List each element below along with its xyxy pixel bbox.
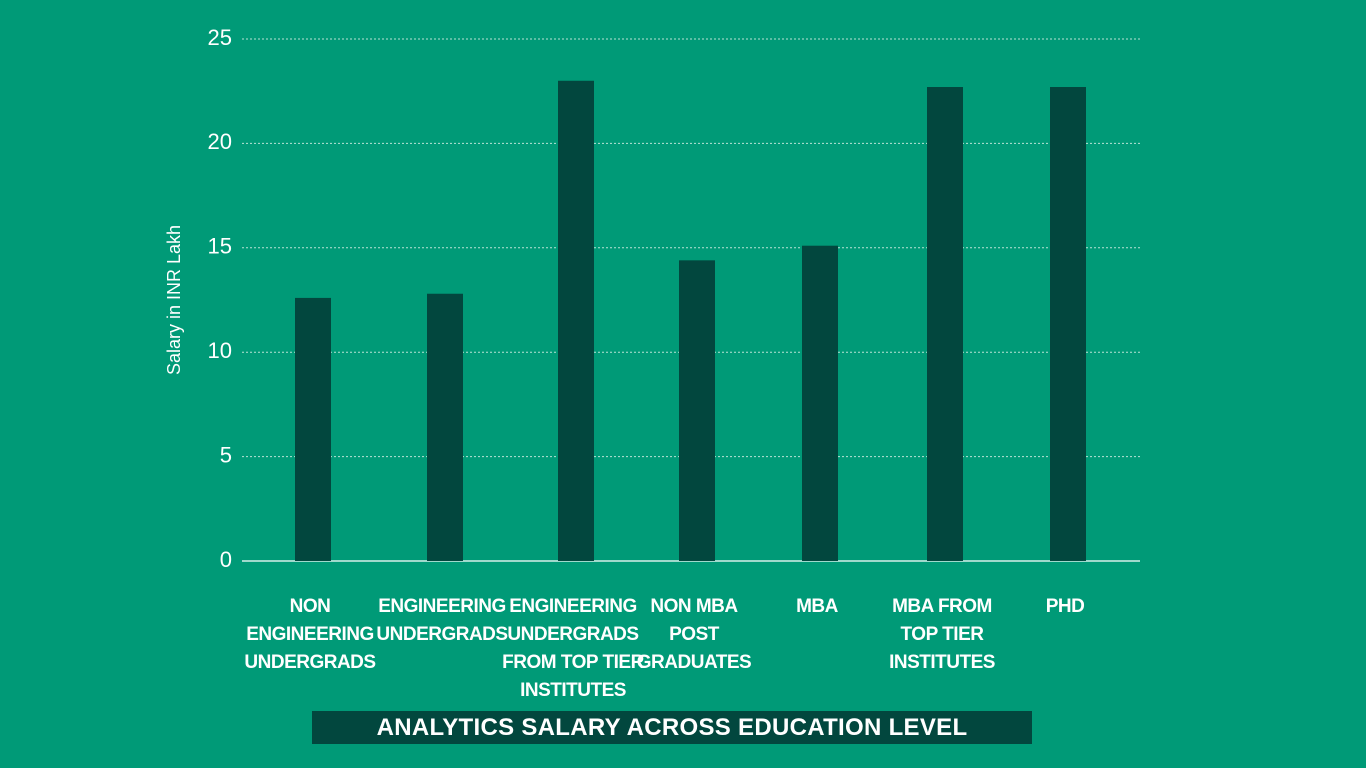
- bars: [295, 80, 1086, 562]
- y-tick-label: 10: [208, 338, 232, 363]
- y-tick-label: 0: [220, 547, 232, 572]
- x-tick-label: NON MBA POST GRADUATES: [637, 596, 751, 673]
- x-tick-label: ENGINEERING UNDERGRADS: [376, 596, 507, 645]
- bar: [927, 87, 963, 562]
- x-tick-label: NON ENGINEERING UNDERGRADS: [244, 596, 375, 673]
- y-axis-label: Salary in INR Lakh: [164, 225, 184, 375]
- x-tick-label: MBA FROM TOP TIER INSTITUTES: [889, 596, 995, 673]
- bar: [558, 80, 594, 561]
- y-tick-label: 25: [208, 25, 232, 50]
- x-tick-label: MBA: [796, 596, 839, 617]
- bar: [295, 297, 331, 561]
- y-tick-label: 20: [208, 129, 232, 154]
- chart-title: ANALYTICS SALARY ACROSS EDUCATION LEVEL: [312, 711, 1032, 744]
- bar: [1050, 87, 1086, 562]
- x-tick-label: PHD: [1046, 596, 1085, 617]
- bar: [679, 260, 715, 561]
- x-tick-label: ENGINEERING UNDERGRADS FROM TOP TIER INSTIT…: [502, 596, 644, 700]
- y-tick-label: 15: [208, 234, 232, 259]
- bar: [802, 245, 838, 561]
- bar: [427, 293, 463, 561]
- y-tick-label: 5: [220, 442, 232, 467]
- y-axis-ticks: 0 5 10 15 20 25: [208, 25, 232, 572]
